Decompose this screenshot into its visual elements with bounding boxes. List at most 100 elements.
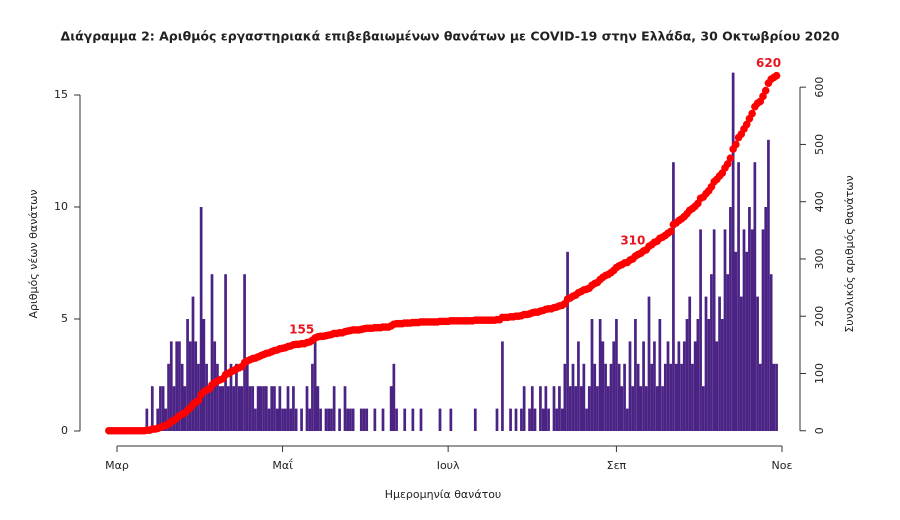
bar bbox=[653, 341, 656, 431]
bar bbox=[598, 319, 602, 431]
bar bbox=[731, 72, 735, 431]
bar bbox=[582, 363, 586, 431]
bar bbox=[395, 408, 398, 431]
bar bbox=[389, 386, 393, 431]
chart-title: Διάγραμμα 2: Αριθμός εργαστηριακά επιβεβ… bbox=[61, 29, 840, 44]
bar bbox=[373, 408, 377, 431]
bar bbox=[259, 386, 263, 431]
bar bbox=[294, 408, 298, 431]
bar bbox=[501, 341, 504, 431]
bar bbox=[720, 319, 724, 431]
bar bbox=[585, 408, 588, 431]
cumulative-point bbox=[723, 160, 732, 168]
y2-tick-label: 500 bbox=[813, 134, 826, 155]
bar bbox=[438, 408, 442, 431]
bar bbox=[495, 408, 499, 431]
bar bbox=[699, 229, 702, 431]
bar bbox=[767, 139, 770, 432]
bar bbox=[273, 386, 276, 431]
bar bbox=[715, 341, 719, 431]
bar bbox=[251, 386, 255, 431]
bar bbox=[555, 408, 559, 431]
bar bbox=[419, 408, 423, 431]
bar bbox=[625, 408, 629, 431]
bar bbox=[634, 319, 637, 431]
bar bbox=[224, 274, 227, 431]
bar bbox=[642, 341, 645, 431]
bar bbox=[145, 408, 149, 431]
bar bbox=[180, 363, 184, 431]
bar bbox=[359, 408, 363, 431]
bar bbox=[172, 386, 176, 431]
x-axis-label: Ημερομηνία θανάτου bbox=[385, 488, 502, 501]
bar bbox=[650, 363, 654, 431]
bar bbox=[156, 408, 160, 431]
cumulative-point bbox=[759, 92, 767, 101]
bar bbox=[278, 386, 282, 431]
bar bbox=[237, 386, 241, 431]
bar bbox=[772, 363, 776, 431]
bar bbox=[691, 363, 694, 431]
bar bbox=[514, 408, 518, 431]
bar bbox=[761, 229, 765, 431]
bar bbox=[560, 408, 564, 431]
y-tick-label: 10 bbox=[54, 200, 68, 213]
bar bbox=[308, 408, 312, 431]
bar bbox=[473, 408, 477, 431]
bar bbox=[606, 386, 610, 431]
bar bbox=[248, 386, 252, 431]
bar bbox=[351, 408, 355, 431]
bar bbox=[338, 408, 341, 431]
bar bbox=[167, 363, 170, 431]
bar bbox=[566, 251, 569, 431]
bar bbox=[191, 296, 195, 431]
x-tick-label: Ιουλ bbox=[437, 459, 460, 472]
cumulative-point bbox=[666, 227, 675, 236]
bar bbox=[734, 251, 738, 431]
bar bbox=[568, 386, 572, 431]
bar bbox=[682, 341, 686, 431]
bar bbox=[701, 386, 705, 431]
bar bbox=[612, 341, 616, 431]
bar bbox=[615, 319, 618, 431]
bar bbox=[205, 363, 208, 431]
y2-tick-label: 0 bbox=[813, 427, 826, 434]
bar bbox=[327, 408, 331, 431]
cumulative-point bbox=[748, 109, 756, 118]
bar bbox=[403, 408, 407, 431]
bar bbox=[346, 408, 350, 431]
bar bbox=[150, 386, 154, 431]
cumulative-point bbox=[194, 396, 203, 405]
x-tick-label: Σεπ bbox=[607, 459, 627, 472]
bar bbox=[748, 207, 751, 431]
bar bbox=[577, 341, 580, 431]
bar bbox=[316, 386, 320, 431]
bar bbox=[758, 363, 762, 431]
bar bbox=[283, 408, 287, 431]
bar bbox=[712, 229, 716, 431]
bar bbox=[300, 408, 303, 431]
bar bbox=[178, 341, 181, 431]
bar bbox=[674, 363, 678, 431]
y2-tick-label: 100 bbox=[813, 363, 826, 384]
bar bbox=[275, 408, 279, 431]
bar bbox=[663, 363, 667, 431]
bar bbox=[289, 408, 293, 431]
bar bbox=[541, 408, 545, 431]
bar bbox=[552, 386, 556, 431]
bar bbox=[305, 386, 309, 431]
bar bbox=[696, 319, 700, 431]
bar bbox=[688, 296, 692, 431]
bar bbox=[194, 341, 198, 431]
bar bbox=[750, 229, 754, 431]
y2-tick-label: 300 bbox=[813, 248, 826, 269]
x-tick-label: Μαΐ bbox=[272, 458, 293, 472]
bar bbox=[232, 386, 236, 431]
bar bbox=[256, 386, 260, 431]
bar bbox=[188, 341, 192, 431]
bar bbox=[449, 408, 453, 431]
bar bbox=[739, 296, 743, 431]
bar bbox=[159, 386, 162, 431]
bar bbox=[381, 408, 385, 431]
bar bbox=[669, 363, 673, 431]
